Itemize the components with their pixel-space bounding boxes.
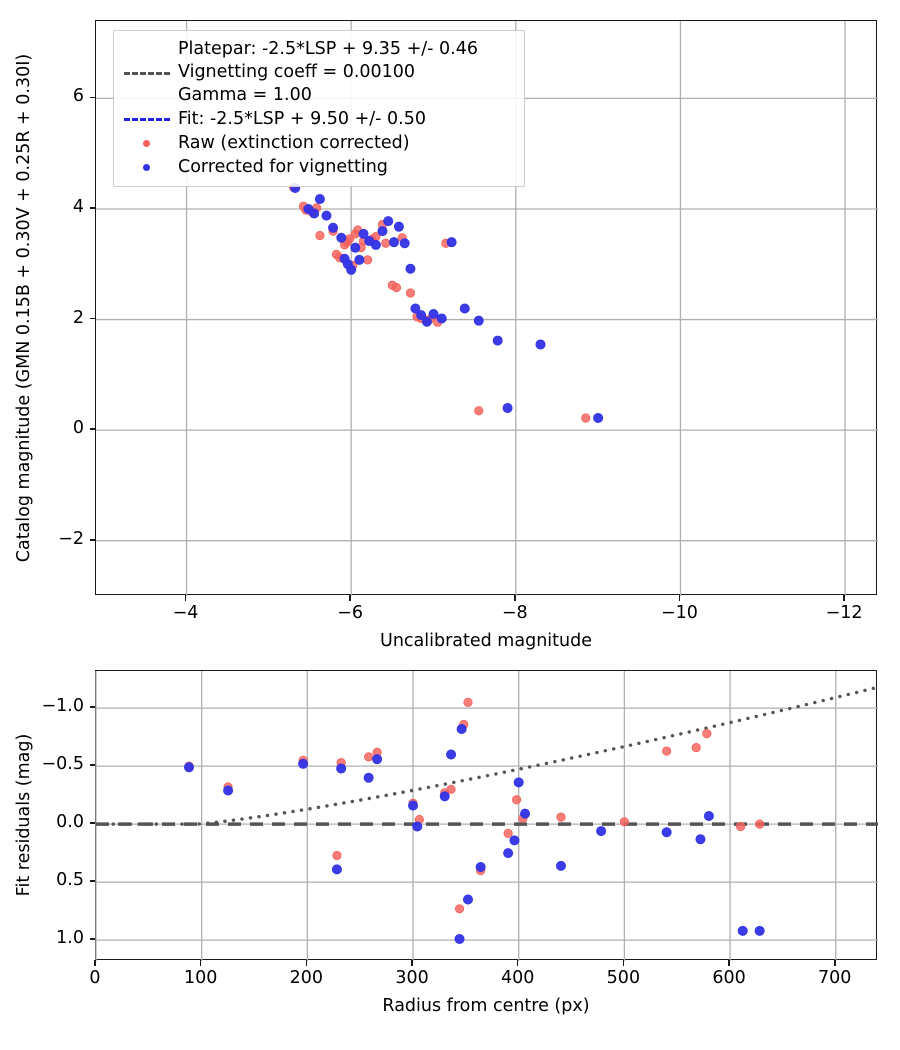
bottom-xtick-label: 700 <box>818 968 852 988</box>
legend-label-platepar: Platepar: -2.5*LSP + 9.35 +/- 0.46 <box>178 39 478 59</box>
top-ytick-mark <box>89 428 95 430</box>
legend-label-vignetting-coeff: Vignetting coeff = 0.00100 <box>178 62 416 82</box>
legend-row-corrected: Corrected for vignetting <box>122 155 514 179</box>
bottom-xtick-mark <box>516 960 519 966</box>
top-ytick-label: −2 <box>58 528 84 549</box>
bottom-xtick-label: 400 <box>500 968 535 988</box>
fit-residuals-canvas <box>95 671 878 961</box>
top-ytick-mark <box>89 207 95 209</box>
bottom-x-axis-label: Radius from centre (px) <box>382 996 590 1016</box>
bottom-ytick-mark <box>89 706 95 708</box>
top-xtick-label: −4 <box>172 603 199 623</box>
bottom-ytick-label: −1.0 <box>41 696 85 717</box>
fit-residuals-plot <box>95 670 878 961</box>
top-ytick-label: 6 <box>72 86 84 107</box>
bottom-ytick-mark <box>89 764 95 766</box>
legend-key-dot-blue <box>122 156 172 178</box>
legend-label-gamma: Gamma = 1.00 <box>178 85 312 105</box>
top-ytick-label: 2 <box>72 307 84 328</box>
top-xtick-mark <box>843 595 845 601</box>
legend-label-corrected: Corrected for vignetting <box>178 156 388 177</box>
top-xtick-mark <box>514 595 516 601</box>
bottom-xtick-mark <box>728 960 730 966</box>
bottom-xtick-mark <box>94 960 96 966</box>
bottom-ytick-mark <box>89 880 95 882</box>
bottom-ytick-label: 0.0 <box>56 812 84 833</box>
bottom-ytick-mark <box>89 938 95 940</box>
top-ytick-label: 0 <box>72 418 84 439</box>
bottom-xtick-label: 500 <box>606 968 641 988</box>
legend-key-dashed-gray <box>122 62 172 84</box>
top-xtick-mark <box>184 595 187 601</box>
legend-key-dot-red <box>122 132 172 154</box>
bottom-xtick-mark <box>833 960 836 966</box>
top-ytick-mark <box>89 538 95 541</box>
legend-label-raw: Raw (extinction corrected) <box>178 132 410 153</box>
bottom-ytick-label: −0.5 <box>41 754 85 775</box>
bottom-xtick-mark <box>622 960 625 966</box>
bottom-xtick-mark <box>305 960 308 966</box>
top-xtick-mark <box>678 595 681 601</box>
legend-row-raw: Raw (extinction corrected) <box>122 131 514 155</box>
bottom-y-axis-label: Fit residuals (mag) <box>14 733 34 897</box>
bottom-xtick-label: 0 <box>89 968 101 988</box>
bottom-xtick-label: 300 <box>395 968 429 988</box>
legend-key-dashed-blue <box>122 108 172 130</box>
top-xtick-label: −12 <box>825 603 863 623</box>
top-ytick-mark <box>89 96 95 99</box>
top-xtick-label: −8 <box>501 603 528 623</box>
top-y-axis-label: Catalog magnitude (GMN 0.15B + 0.30V + 0… <box>14 53 34 562</box>
bottom-ytick-label: 1.0 <box>56 928 84 949</box>
bottom-xtick-mark <box>199 960 202 966</box>
top-xtick-label: −6 <box>337 603 364 623</box>
legend: Platepar: -2.5*LSP + 9.35 +/- 0.46 Vigne… <box>113 30 525 187</box>
legend-row-fit: Fit: -2.5*LSP + 9.50 +/- 0.50 <box>122 107 514 131</box>
top-xtick-mark <box>349 595 351 601</box>
legend-group-platepar: Platepar: -2.5*LSP + 9.35 +/- 0.46 Vigne… <box>122 38 514 107</box>
bottom-ytick-label: 0.5 <box>56 870 84 891</box>
bottom-xtick-mark <box>411 960 413 966</box>
top-xtick-label: −10 <box>660 603 698 623</box>
bottom-xtick-label: 600 <box>712 968 746 988</box>
bottom-xtick-label: 200 <box>289 968 324 988</box>
legend-label-fit: Fit: -2.5*LSP + 9.50 +/- 0.50 <box>178 108 426 129</box>
top-ytick-label: 4 <box>72 196 84 217</box>
top-ytick-mark <box>89 317 95 320</box>
top-x-axis-label: Uncalibrated magnitude <box>380 631 592 651</box>
bottom-ytick-mark <box>89 822 95 824</box>
bottom-xtick-label: 100 <box>183 968 218 988</box>
